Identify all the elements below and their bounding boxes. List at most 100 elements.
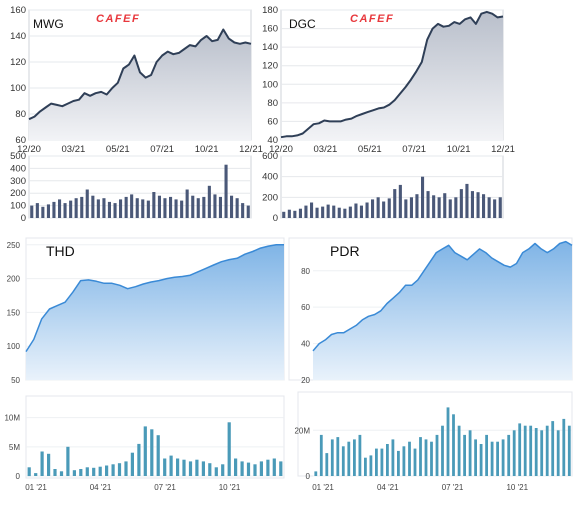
volume-bar	[163, 198, 167, 218]
volume-bar	[556, 430, 560, 476]
volume-bar	[102, 198, 106, 218]
volume-bar	[107, 201, 111, 218]
price-axis-tick-label: 120	[262, 61, 278, 72]
volume-bar	[457, 425, 461, 476]
volume-bar	[332, 205, 336, 218]
volume-bar	[224, 164, 228, 218]
volume-bar	[459, 189, 463, 218]
volume-bar	[92, 467, 96, 476]
date-axis-tick-label: 07 '21	[154, 483, 176, 492]
volume-bar	[185, 189, 189, 218]
price-line	[25, 244, 284, 353]
cafef-logo: CAFEF	[350, 13, 394, 25]
price-axis-tick-label: 40	[267, 135, 278, 146]
volume-bar	[408, 441, 411, 476]
volume-bar	[46, 204, 50, 218]
volume-bar	[347, 441, 351, 476]
volume-bar	[493, 199, 497, 218]
volume-bar	[91, 195, 95, 218]
volume-axis-tick-label: 100	[10, 201, 26, 212]
volume-bar	[157, 195, 161, 218]
volume-bar	[137, 443, 141, 476]
volume-bar	[182, 459, 186, 476]
date-axis-tick-label: 10 '21	[219, 483, 241, 492]
volume-bar	[146, 200, 150, 218]
price-area	[281, 11, 503, 141]
ticker-title: PDR	[330, 243, 360, 259]
date-axis-tick-label: 01 '21	[25, 483, 47, 492]
volume-bar	[241, 203, 245, 218]
price-axis-tick-label: 80	[301, 267, 310, 276]
price-axis-tick-label: 60	[301, 303, 310, 312]
volume-bar	[141, 199, 145, 218]
volume-bar	[348, 206, 352, 218]
date-axis-tick-label: 04 '21	[90, 483, 112, 492]
volume-bar	[246, 462, 251, 476]
volume-bar	[343, 208, 347, 218]
volume-bar	[452, 414, 455, 476]
volume-bar	[74, 198, 78, 218]
volume-bar	[63, 203, 67, 218]
volume-bar	[336, 437, 340, 476]
price-axis-tick-label: 150	[7, 308, 21, 317]
volume-bar	[424, 439, 428, 476]
volume-bar	[279, 461, 283, 476]
price-area	[29, 29, 251, 140]
volume-axis-tick-label: 0	[273, 213, 278, 224]
volume-bar	[468, 430, 472, 476]
volume-bar	[437, 197, 441, 218]
volume-bar	[201, 461, 205, 476]
volume-bar	[85, 189, 89, 218]
volume-plot-frame	[280, 155, 504, 219]
volume-bar	[321, 206, 325, 218]
volume-bar	[27, 467, 31, 477]
price-axis-tick-label: 80	[15, 109, 26, 120]
volume-axis-tick-label: 500	[10, 151, 26, 162]
volume-axis-tick-label: 20M	[294, 426, 310, 435]
price-axis-tick-label: 60	[267, 116, 278, 127]
volume-bar	[85, 467, 89, 477]
volume-bar	[235, 198, 239, 218]
date-axis-tick-label: 12/21	[491, 144, 515, 155]
volume-bar	[330, 439, 334, 476]
volume-bar	[364, 457, 367, 476]
volume-bar	[40, 451, 44, 476]
volume-bar	[359, 205, 363, 218]
date-axis-tick-label: 03/21	[314, 144, 338, 155]
volume-bar	[207, 185, 211, 218]
volume-bar	[386, 444, 389, 476]
volume-bar	[432, 195, 436, 218]
volume-bar	[130, 194, 134, 218]
volume-bar	[180, 200, 184, 218]
volume-axis-tick-label: 0	[21, 213, 26, 224]
volume-bar	[53, 469, 57, 476]
volume-bar	[259, 461, 263, 476]
volume-bar	[393, 189, 397, 218]
volume-axis-tick-label: 400	[10, 163, 26, 174]
volume-bar	[59, 471, 64, 476]
volume-bar	[387, 198, 391, 218]
volume-bar	[293, 210, 297, 218]
volume-bar	[534, 428, 538, 476]
volume-bar	[443, 193, 447, 218]
volume-bar	[375, 448, 378, 476]
volume-bar	[485, 434, 488, 476]
volume-bar	[214, 467, 218, 477]
volume-bar	[105, 465, 109, 476]
volume-bar	[441, 425, 444, 476]
volume-bar	[562, 418, 566, 476]
volume-axis-tick-label: 0	[16, 472, 21, 481]
volume-bar	[156, 435, 160, 476]
volume-bar	[196, 198, 200, 218]
volume-bar	[487, 197, 491, 218]
price-axis-tick-label: 120	[10, 57, 26, 68]
volume-bar	[52, 201, 56, 218]
volume-bar	[501, 439, 505, 476]
volume-bar	[470, 191, 474, 218]
volume-bar	[545, 425, 549, 476]
volume-bar	[404, 199, 408, 218]
volume-bar	[191, 195, 195, 218]
volume-bar	[34, 473, 38, 476]
volume-bar	[130, 452, 134, 476]
date-axis-tick-label: 03/21	[62, 144, 86, 155]
